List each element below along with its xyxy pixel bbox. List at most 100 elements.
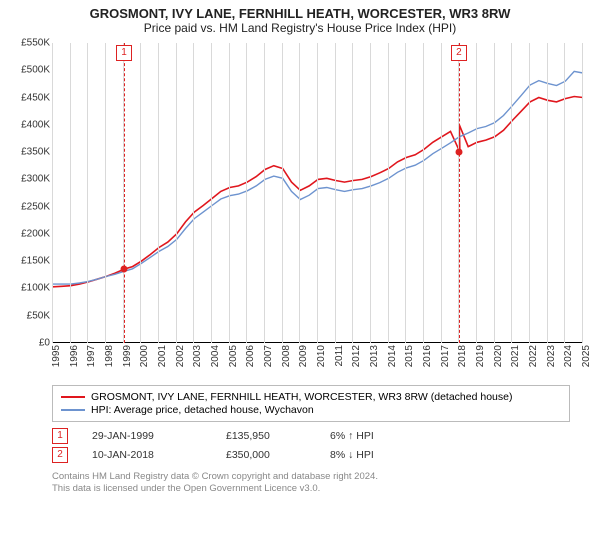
y-tick-label: £250K [21, 201, 50, 212]
y-tick-label: £50K [27, 310, 50, 321]
x-tick-label: 1997 [86, 345, 97, 367]
y-tick-label: £150K [21, 256, 50, 267]
x-grid-line [335, 43, 336, 343]
sale-hpi-diff: 8% ↓ HPI [330, 449, 450, 461]
y-tick-label: £500K [21, 65, 50, 76]
legend-swatch-property [61, 396, 85, 398]
y-tick-label: £300K [21, 174, 50, 185]
sale-date: 10-JAN-2018 [92, 449, 202, 461]
x-tick-label: 2006 [245, 345, 256, 367]
x-tick-label: 2003 [192, 345, 203, 367]
x-grid-line [352, 43, 353, 343]
y-tick-label: £400K [21, 119, 50, 130]
x-tick-label: 2005 [228, 345, 239, 367]
x-grid-line [158, 43, 159, 343]
y-tick-label: £350K [21, 147, 50, 158]
footer-attribution: Contains HM Land Registry data © Crown c… [52, 471, 570, 496]
x-grid-line [52, 43, 53, 343]
x-tick-label: 2024 [563, 345, 574, 367]
chart-container: GROSMONT, IVY LANE, FERNHILL HEATH, WORC… [0, 0, 600, 504]
x-grid-line [476, 43, 477, 343]
sale-price: £135,950 [226, 430, 306, 442]
legend-label-property: GROSMONT, IVY LANE, FERNHILL HEATH, WORC… [91, 391, 512, 403]
x-grid-line [405, 43, 406, 343]
x-grid-line [547, 43, 548, 343]
y-tick-label: £0 [39, 338, 50, 349]
x-tick-label: 2012 [351, 345, 362, 367]
x-grid-line [299, 43, 300, 343]
x-grid-line [105, 43, 106, 343]
x-grid-line [264, 43, 265, 343]
x-grid-line [87, 43, 88, 343]
x-tick-label: 2000 [139, 345, 150, 367]
x-tick-label: 2002 [175, 345, 186, 367]
chart-subtitle: Price paid vs. HM Land Registry's House … [10, 21, 590, 35]
x-tick-label: 2017 [440, 345, 451, 367]
x-grid-line [176, 43, 177, 343]
sale-hpi-diff: 6% ↑ HPI [330, 430, 450, 442]
legend: GROSMONT, IVY LANE, FERNHILL HEATH, WORC… [52, 385, 570, 422]
sale-marker-dot [455, 149, 462, 156]
plot-region: £0 £50K £100K £150K £200K £250K £300K £350K £400… [10, 39, 590, 379]
x-grid-line [441, 43, 442, 343]
sale-index-box: 1 [52, 428, 68, 444]
sale-index-box: 2 [52, 447, 68, 463]
x-grid-line [564, 43, 565, 343]
x-tick-label: 1999 [122, 345, 133, 367]
x-grid-line [582, 43, 583, 343]
legend-row-property: GROSMONT, IVY LANE, FERNHILL HEATH, WORC… [61, 391, 561, 403]
y-tick-label: £200K [21, 228, 50, 239]
x-tick-label: 2014 [387, 345, 398, 367]
legend-swatch-hpi [61, 409, 85, 411]
x-grid-line [388, 43, 389, 343]
x-tick-label: 2016 [422, 345, 433, 367]
sale-row-1: 1 29-JAN-1999 £135,950 6% ↑ HPI [52, 428, 570, 444]
x-grid-line [140, 43, 141, 343]
x-tick-label: 1998 [104, 345, 115, 367]
y-tick-label: £100K [21, 283, 50, 294]
sale-date: 29-JAN-1999 [92, 430, 202, 442]
x-tick-label: 2001 [157, 345, 168, 367]
x-grid-line [317, 43, 318, 343]
x-tick-label: 2015 [404, 345, 415, 367]
x-tick-label: 2009 [298, 345, 309, 367]
x-tick-label: 2021 [510, 345, 521, 367]
sale-marker-line [124, 43, 125, 343]
legend-row-hpi: HPI: Average price, detached house, Wych… [61, 404, 561, 416]
x-tick-label: 2013 [369, 345, 380, 367]
footer-line-1: Contains HM Land Registry data © Crown c… [52, 471, 570, 483]
x-grid-line [494, 43, 495, 343]
x-tick-label: 1996 [69, 345, 80, 367]
x-tick-label: 2010 [316, 345, 327, 367]
series-line-property [53, 97, 583, 287]
x-grid-line [246, 43, 247, 343]
x-grid-line [229, 43, 230, 343]
x-tick-label: 2018 [457, 345, 468, 367]
sale-row-2: 2 10-JAN-2018 £350,000 8% ↓ HPI [52, 447, 570, 463]
x-grid-line [70, 43, 71, 343]
sale-marker-line [459, 43, 460, 343]
x-grid-line [282, 43, 283, 343]
footer-line-2: This data is licensed under the Open Gov… [52, 483, 570, 495]
x-tick-label: 2022 [528, 345, 539, 367]
x-grid-line [211, 43, 212, 343]
x-tick-label: 2004 [210, 345, 221, 367]
x-tick-label: 2019 [475, 345, 486, 367]
x-grid-line [529, 43, 530, 343]
legend-label-hpi: HPI: Average price, detached house, Wych… [91, 404, 314, 416]
sale-marker-index-box: 1 [116, 45, 132, 61]
x-tick-label: 2007 [263, 345, 274, 367]
x-grid-line [370, 43, 371, 343]
chart-title: GROSMONT, IVY LANE, FERNHILL HEATH, WORC… [10, 6, 590, 21]
x-tick-label: 2025 [581, 345, 592, 367]
x-tick-label: 2008 [281, 345, 292, 367]
line-series-svg [53, 43, 583, 343]
x-grid-line [511, 43, 512, 343]
sale-price: £350,000 [226, 449, 306, 461]
sales-table: 1 29-JAN-1999 £135,950 6% ↑ HPI 2 10-JAN… [52, 428, 570, 463]
series-line-hpi [53, 71, 583, 284]
x-tick-label: 2020 [493, 345, 504, 367]
x-tick-label: 1995 [51, 345, 62, 367]
x-tick-label: 2011 [334, 345, 345, 367]
x-grid-line [193, 43, 194, 343]
